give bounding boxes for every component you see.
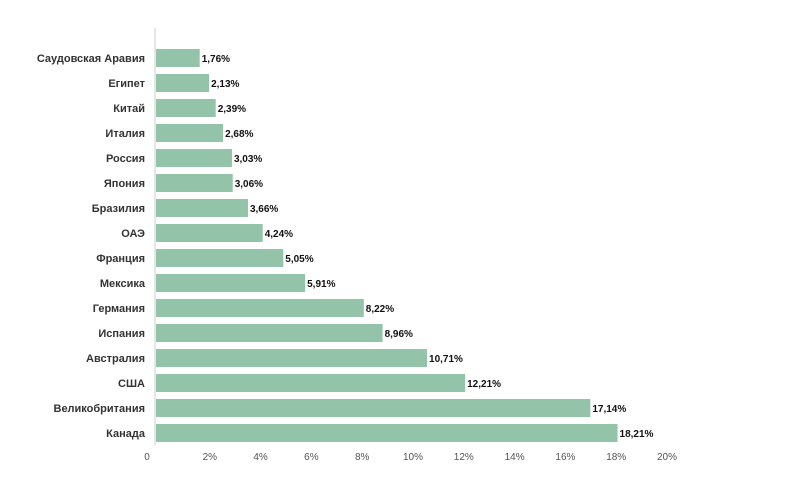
value-label: 2,68% [225, 129, 253, 140]
x-tick-label: 10% [403, 452, 423, 463]
bar [156, 174, 233, 192]
category-label: Австралия [86, 353, 145, 365]
bar [156, 324, 383, 342]
bar [156, 224, 263, 242]
category-label: Египет [108, 78, 145, 90]
category-label: Германия [93, 303, 145, 315]
bar [156, 199, 248, 217]
bar [156, 124, 224, 142]
category-label: Бразилия [92, 203, 145, 215]
value-label: 5,91% [307, 279, 335, 290]
category-labels-layer: Саудовская Аравия Египет Китай Италия Россия… [37, 53, 146, 440]
value-label: 10,71% [429, 354, 463, 365]
bar [156, 399, 591, 417]
category-label: Италия [105, 128, 145, 140]
category-label: ОАЭ [121, 228, 145, 240]
x-tick-label: 14% [505, 452, 525, 463]
bar [156, 99, 216, 117]
x-tick-label: 16% [555, 452, 575, 463]
value-label: 5,05% [285, 254, 313, 265]
category-label: Китай [113, 103, 145, 115]
bar [156, 424, 618, 442]
value-label: 1,76% [202, 54, 230, 65]
category-label: Саудовская Аравия [37, 53, 145, 65]
value-label: 2,13% [211, 79, 239, 90]
bar [156, 249, 284, 267]
category-label: Испания [98, 328, 145, 340]
value-label: 3,03% [234, 154, 262, 165]
category-label: Франция [96, 253, 145, 265]
x-axis-ticks-layer: 0 2% 4% 6% 8% 10% 12% 14% 16% 18% 20% [144, 452, 677, 463]
value-label: 3,06% [235, 179, 263, 190]
x-tick-label: 18% [606, 452, 626, 463]
x-tick-label: 2% [203, 452, 218, 463]
category-label: Мексика [100, 278, 146, 290]
category-label: Канада [106, 428, 146, 440]
x-tick-label: 20% [657, 452, 677, 463]
value-label: 3,66% [250, 204, 278, 215]
value-label: 17,14% [592, 404, 626, 415]
value-label: 8,22% [366, 304, 394, 315]
category-label: Япония [104, 178, 145, 190]
bar [156, 299, 364, 317]
x-tick-label: 6% [304, 452, 319, 463]
bar [156, 74, 210, 92]
x-tick-label: 8% [355, 452, 370, 463]
bar [156, 49, 200, 67]
bars-layer [156, 49, 618, 442]
value-label: 8,96% [385, 329, 413, 340]
value-labels-layer: 1,76% 2,13% 2,39% 2,68% 3,03% 3,06% 3,66% 4,24%… [202, 54, 654, 440]
x-tick-label: 0 [144, 452, 150, 463]
x-tick-label: 4% [253, 452, 268, 463]
bar [156, 349, 428, 367]
value-label: 12,21% [467, 379, 501, 390]
bar [156, 274, 306, 292]
bar [156, 149, 232, 167]
x-tick-label: 12% [454, 452, 474, 463]
bar [156, 374, 466, 392]
category-label: Россия [106, 153, 145, 165]
value-label: 2,39% [218, 104, 246, 115]
category-label: Великобритания [54, 403, 146, 415]
value-label: 4,24% [265, 229, 293, 240]
category-label: США [118, 378, 145, 390]
value-label: 18,21% [620, 429, 654, 440]
